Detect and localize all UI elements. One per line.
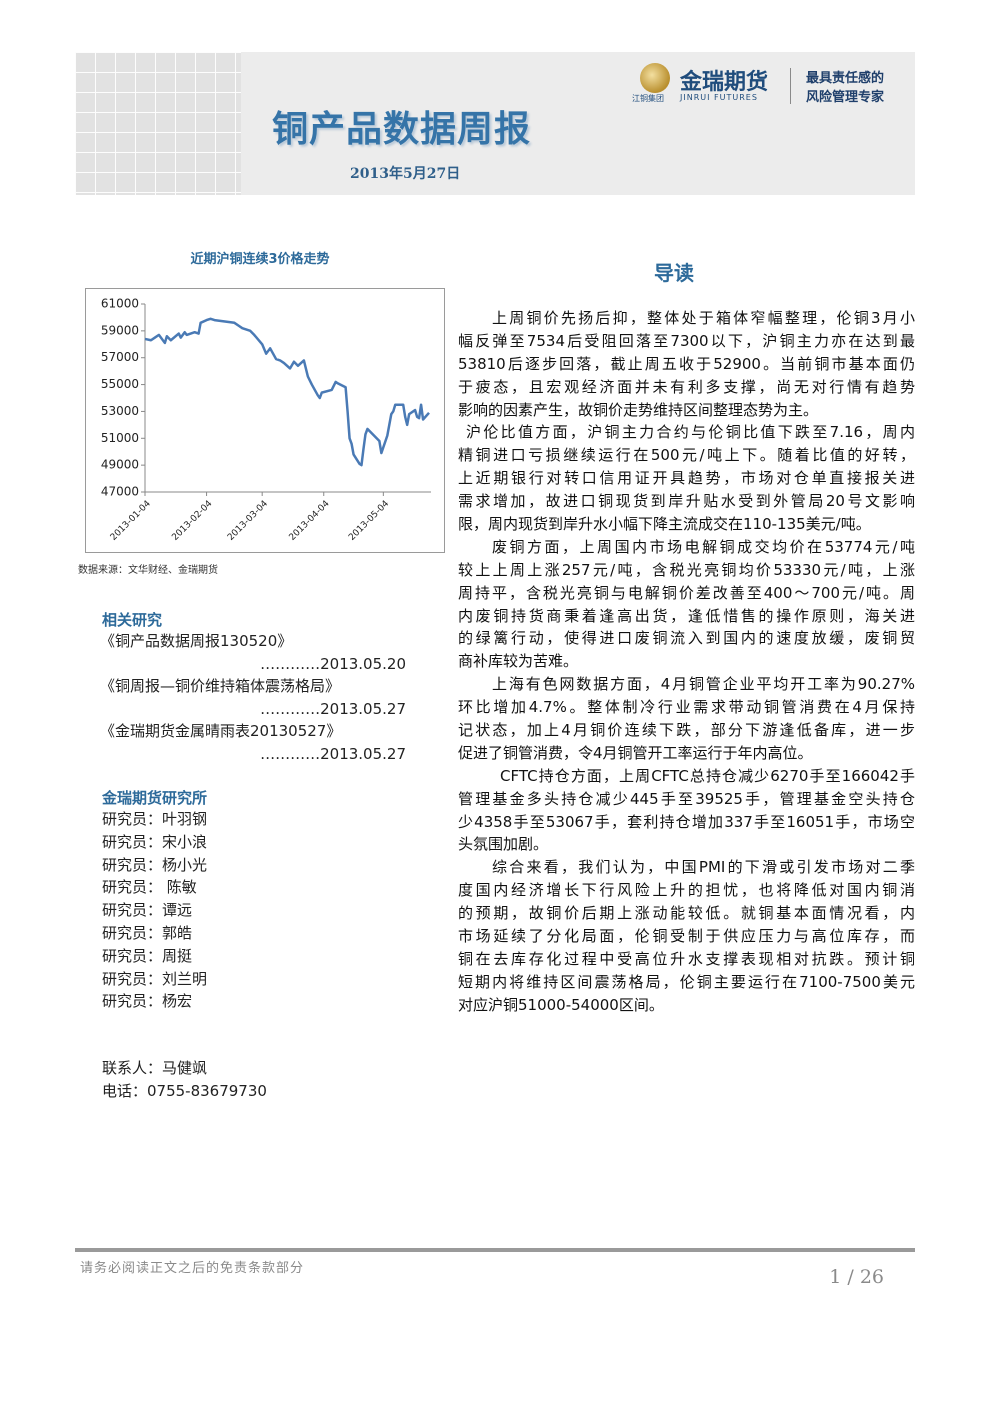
related-title: 《铜产品数据周报130520》: [100, 632, 293, 650]
y-tick-label: 47000: [101, 485, 139, 499]
paragraph-line: 53810后逐步回落，截止周五收于52900。当前铜市基本面仍: [458, 354, 915, 373]
logo-divider: [790, 68, 791, 104]
researcher: 研究员：叶羽钢: [102, 810, 208, 828]
researcher: 研究员：刘兰明: [102, 969, 208, 988]
researcher: 研究员：杨宏: [102, 992, 193, 1011]
y-tick-label: 61000: [101, 297, 139, 311]
y-tick-label: 57000: [101, 350, 139, 364]
paragraph-line: 记状态，加上4月铜价连续下跌，部分下游逢低备库，进一步: [458, 721, 915, 740]
researcher: 研究员：杨小光: [102, 855, 208, 874]
page-number: 1 / 26: [829, 1266, 884, 1288]
related-date: …………2013.05.27: [260, 745, 406, 763]
paragraph-line: 需求增加，故进口铜现货到岸升贴水受到外管局20号文影响: [458, 492, 915, 511]
slogan: 风险管理专家: [806, 90, 885, 105]
related-date: …………2013.05.27: [260, 699, 406, 718]
paragraph-line: 综合来看，我们认为，中国PMI的下滑或引发市场对二季: [492, 858, 915, 877]
paragraph-line: 沪伦比值方面，沪铜主力合约与伦铜比值下跌至7.16，周内: [466, 423, 915, 442]
y-tick-label: 59000: [101, 323, 139, 337]
paragraph-line: 废铜方面，上周国内市场电解铜成交均价在53774元/吨: [492, 537, 915, 556]
paragraph-line: 影响的因素产生，故铜价走势维持区间整理态势为主。: [458, 400, 819, 419]
chart-title: 近期沪铜连续3价格走势: [190, 252, 330, 267]
disclaimer: 请务必阅读正文之后的免责条款部分: [80, 1261, 305, 1276]
contact-phone: 电话：0755-83679730: [102, 1082, 267, 1100]
paragraph-line: 铜在去库存化过程中受高位升水支撑表现相对抗跌。预计铜: [458, 949, 915, 968]
paragraph-line: 于疲态，且宏观经济面并未有利多支撑，尚无对行情有趋势: [458, 377, 915, 396]
paragraph-line: 内废铜持货商秉着逢高出货，逢低惜售的操作原则，海关进: [458, 606, 915, 625]
paragraph-line: 少4358手至53067手，套利持仓增加337手至16051手，市场空: [458, 812, 915, 831]
chart-source: 数据来源：文华财经、金瑞期货: [78, 565, 218, 576]
related-heading: 相关研究: [102, 611, 163, 629]
report-date: 2013年5月27日: [350, 166, 461, 182]
related-title: 《铜周报—铜价维持箱体震荡格局》: [100, 677, 341, 696]
paragraph-line: 限，周内现货到岸升水小幅下降主流成交在110-135美元/吨。: [458, 515, 871, 534]
paragraph-line: 周持平，含税光亮铜与电解铜价差改善至400～700元/吨。周: [458, 583, 915, 602]
paragraph-line: 上海有色网数据方面，4月铜管企业平均开工率为90.27%: [492, 675, 915, 694]
paragraph-line: CFTC持仓方面，上周CFTC总持仓减少6270手至166042手: [500, 766, 915, 785]
researcher: 研究员：郭皓: [102, 924, 193, 942]
contact-person: 联系人：马健飒: [102, 1059, 208, 1077]
report-title: 铜产品数据周报: [272, 108, 532, 150]
paragraph-line: 精铜进口亏损继续运行在500元/吨上下。随着比值的好转，: [458, 446, 915, 465]
paragraph-line: 管理基金多头持仓减少445手至39525手，管理基金空头持仓: [458, 789, 915, 808]
researcher: 研究员： 陈敏: [102, 878, 197, 897]
y-tick-label: 55000: [101, 377, 139, 391]
related-date: …………2013.05.20: [260, 654, 406, 673]
researcher: 研究员：周挺: [102, 946, 193, 965]
related-title: 《金瑞期货金属晴雨表20130527》: [100, 722, 342, 741]
institute-heading: 金瑞期货研究所: [102, 789, 208, 807]
paragraph-line: 环比增加4.7%。整体制冷行业需求带动铜管消费在4月保持: [458, 698, 915, 717]
slogan: 最具责任感的: [806, 71, 885, 86]
logo-icon: [640, 63, 670, 93]
header-pattern: [75, 52, 241, 195]
logo-group: 江铜集团: [632, 94, 664, 103]
paragraph-line: 上近期银行对转口信用证开具趋势，市场对仓单直接报关进: [458, 469, 915, 488]
paragraph-line: 度国内经济增长下行风险上升的担忧，也将降低对国内铜消: [458, 881, 915, 900]
paragraph-line: 商补库较为苦难。: [458, 652, 579, 671]
chart: 47000 49000 51000 53000 55000 57000 59000 61000…: [85, 288, 445, 553]
researcher: 研究员：宋小浪: [102, 832, 208, 851]
paragraph-line: 市场延续了分化局面，伦铜受制于供应压力与高位库存，而: [458, 927, 915, 946]
paragraph-line: 较上上周上涨257元/吨，含税光亮铜均价53330元/吨，上涨: [458, 560, 915, 579]
y-tick-label: 51000: [101, 431, 139, 445]
y-tick-label: 49000: [101, 458, 139, 472]
price-line: [144, 317, 430, 467]
y-tick-label: 53000: [101, 404, 139, 418]
paragraph-line: 的预期，故铜价后期上涨动能较低。就铜基本面情况看，内: [458, 904, 915, 923]
paragraph-line: 促进了铜管消费，令4月铜管开工率运行于年内高位。: [458, 743, 813, 762]
paragraph-line: 短期内将维持区间震荡格局，伦铜主要运行在7100-7500美元: [458, 972, 915, 991]
paragraph-line: 头氛围加剧。: [458, 835, 549, 854]
intro-text: 上周铜价先扬后抑，整体处于箱体窄幅整理，伦铜3月小幅反弹至7534后受阻回落至7…: [458, 307, 915, 1017]
logo-sub: JINRUI FUTURES: [680, 93, 758, 102]
intro-heading: 导读: [654, 261, 694, 285]
paragraph-line: 幅反弹至7534后受阻回落至7300以下，沪铜主力亦在达到最: [458, 331, 915, 350]
logo-name: 金瑞期货: [680, 70, 769, 95]
footer-line: [75, 1248, 915, 1252]
paragraph-line: 上周铜价先扬后抑，整体处于箱体窄幅整理，伦铜3月小: [492, 309, 915, 327]
paragraph-line: 对应沪铜51000-54000区间。: [458, 995, 664, 1014]
paragraph-line: 的绿篱行动，使得进口废铜流入到国内的速度放缓，废铜贸: [458, 629, 915, 648]
researcher: 研究员：谭远: [102, 901, 193, 920]
